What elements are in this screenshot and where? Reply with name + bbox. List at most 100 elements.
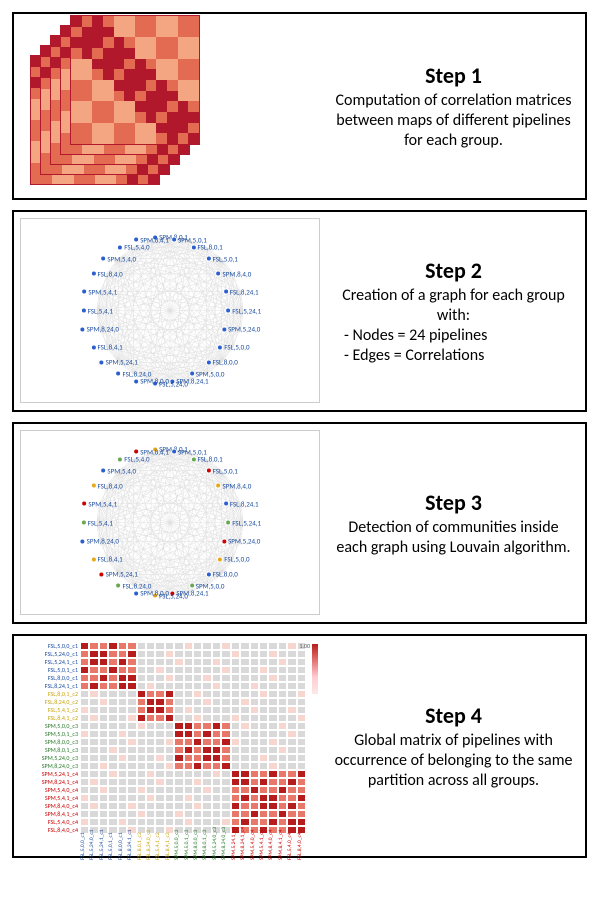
matrix-cell xyxy=(80,746,89,754)
matrix-cell xyxy=(99,770,108,778)
matrix-cell xyxy=(184,650,193,658)
matrix-cell xyxy=(155,738,164,746)
matrix-cell xyxy=(184,714,193,722)
matrix-cell xyxy=(202,770,211,778)
matrix-cell xyxy=(146,698,155,706)
matrix-cell xyxy=(118,714,127,722)
matrix-cell xyxy=(250,746,259,754)
matrix-cell xyxy=(118,810,127,818)
matrix-cell xyxy=(89,754,98,762)
matrix-cell xyxy=(174,802,183,810)
matrix-cell xyxy=(137,818,146,826)
step-1-body: Computation of correlation matrices betw… xyxy=(334,91,573,151)
matrix-row-label: SPM,8,24,0_c3 xyxy=(20,762,80,770)
matrix-col-label: SPM,8,4,1_c4 xyxy=(278,834,287,862)
matrix-cell xyxy=(165,746,174,754)
matrix-cell xyxy=(118,698,127,706)
matrix-cell xyxy=(89,642,98,650)
matrix-cell xyxy=(80,794,89,802)
matrix-cell xyxy=(268,818,277,826)
matrix-cell xyxy=(268,730,277,738)
matrix-cell xyxy=(268,682,277,690)
matrix-cell xyxy=(231,642,240,650)
matrix-cell xyxy=(202,642,211,650)
matrix-cell xyxy=(278,666,287,674)
matrix-cell xyxy=(240,802,249,810)
matrix-cell xyxy=(127,770,136,778)
matrix-cell xyxy=(221,714,230,722)
matrix-cell xyxy=(221,666,230,674)
matrix-cell xyxy=(268,666,277,674)
matrix-cell xyxy=(259,754,268,762)
matrix-cell xyxy=(231,698,240,706)
matrix-cell xyxy=(80,650,89,658)
matrix-cell xyxy=(278,818,287,826)
matrix-cell xyxy=(137,674,146,682)
matrix-cell xyxy=(155,722,164,730)
matrix-cell xyxy=(212,706,221,714)
matrix-cell xyxy=(184,802,193,810)
matrix-cell xyxy=(221,786,230,794)
graph-node: FSL,5,24,1 xyxy=(225,306,261,315)
step-4-viz: FSL,5,0,0_c1FSL,5,24,0_c1FSL,5,24,1_c1FS… xyxy=(20,642,320,850)
matrix-cell xyxy=(240,658,249,666)
matrix-cell xyxy=(146,762,155,770)
graph-node: FSL,8,24,0 xyxy=(116,369,152,378)
step-1-panel: Step 1 Computation of correlation matric… xyxy=(12,12,587,200)
matrix-cell xyxy=(268,770,277,778)
matrix-cell xyxy=(99,682,108,690)
graph-node: FSL,8,0,1 xyxy=(190,243,222,252)
step-3-body: Detection of communities inside each gra… xyxy=(334,518,573,558)
matrix-cell xyxy=(184,730,193,738)
matrix-cell xyxy=(127,714,136,722)
matrix-cell xyxy=(278,730,287,738)
matrix-cell xyxy=(165,674,174,682)
matrix-cell xyxy=(118,778,127,786)
matrix-cell xyxy=(155,690,164,698)
matrix-cell xyxy=(202,666,211,674)
matrix-col-label: SPM,8,4,0_c4 xyxy=(268,834,277,862)
matrix-cell xyxy=(287,682,296,690)
matrix-cell xyxy=(231,746,240,754)
matrix-cell xyxy=(278,650,287,658)
matrix-cell xyxy=(297,658,306,666)
matrix-cell xyxy=(250,682,259,690)
matrix-row-label: SPM,8,0,0_c3 xyxy=(20,738,80,746)
matrix-cell xyxy=(240,682,249,690)
matrix-cell xyxy=(231,714,240,722)
matrix-legend: 1.00 xyxy=(306,642,320,738)
matrix-cell xyxy=(287,730,296,738)
matrix-cell xyxy=(89,818,98,826)
step-2-panel: SPM,8,0,1SPM,5,0,1FSL,8,0,1FSL,5,0,1SPM,… xyxy=(12,210,587,412)
matrix-col-label: SPM,8,24,1_c4 xyxy=(240,834,249,862)
matrix-cell xyxy=(240,762,249,770)
matrix-cell xyxy=(250,794,259,802)
graph-edges-step3 xyxy=(21,431,319,614)
matrix-cell xyxy=(212,746,221,754)
matrix-cell xyxy=(250,714,259,722)
matrix-cell xyxy=(231,810,240,818)
matrix-cell xyxy=(221,674,230,682)
matrix-cell xyxy=(221,802,230,810)
matrix-cell xyxy=(99,674,108,682)
matrix-cell xyxy=(202,706,211,714)
matrix-cell xyxy=(165,818,174,826)
matrix-cell xyxy=(240,674,249,682)
matrix-cell xyxy=(250,770,259,778)
matrix-cell xyxy=(89,690,98,698)
matrix-cell xyxy=(231,682,240,690)
matrix-cell xyxy=(287,770,296,778)
matrix-cell xyxy=(193,762,202,770)
matrix-cell xyxy=(297,674,306,682)
matrix-cell xyxy=(278,642,287,650)
matrix-cell xyxy=(80,778,89,786)
graph-node: SPM,8,24,0 xyxy=(80,325,119,334)
matrix-cell xyxy=(127,794,136,802)
matrix-cell xyxy=(250,690,259,698)
matrix-cell xyxy=(297,722,306,730)
matrix-cell xyxy=(174,714,183,722)
matrix-cell xyxy=(118,786,127,794)
graph-node: SPM,5,4,1 xyxy=(81,499,117,508)
matrix-cell xyxy=(240,714,249,722)
matrix-cell xyxy=(184,690,193,698)
